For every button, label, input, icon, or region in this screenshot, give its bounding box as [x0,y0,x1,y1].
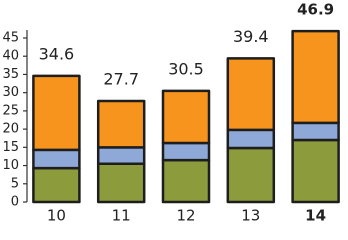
x-tick-label: 13 [241,207,260,225]
y-tick-label: 30 [2,85,19,100]
bar-segment [161,89,211,145]
bar-segment [96,99,146,149]
x-tick-label: 11 [112,207,131,225]
chart: 0 5 10 15 20 25 30 35 40 45 34.6 10 27.7 11 30.5 12 39.4… [2,1,340,225]
total-label: 39.4 [233,27,269,46]
bar-segment [96,146,146,165]
y-tick-label: 45 [2,31,19,46]
total-label: 46.9 [297,1,334,19]
y-tick-label: 5 [11,176,19,191]
bar-segment [226,128,276,150]
total-label: 27.7 [103,70,139,89]
bar-segment [226,146,276,204]
y-tick-label: 0 [11,195,19,210]
bar-segment [226,57,276,132]
bar-segment [32,148,81,170]
y-tick-label: 25 [2,103,19,118]
y-tick-label: 15 [2,140,19,155]
x-tick-label: 12 [176,207,195,225]
bar-segment [96,162,146,204]
bar-segment [161,141,211,162]
bar-segment [32,74,81,152]
total-label: 34.6 [39,44,75,63]
y-tick-label: 10 [2,158,19,173]
x-tick-label: 14 [305,207,326,225]
y-tick-label: 35 [2,67,19,82]
x-tick-label: 10 [47,207,66,225]
y-tick-label: 20 [2,122,19,137]
total-label: 30.5 [168,59,204,78]
y-tick-label: 40 [2,49,19,64]
bar-segment [291,121,340,142]
bar-segment [161,158,211,204]
bar-segment [291,138,340,204]
bar-segment [32,166,81,204]
bar-segment [291,29,340,125]
